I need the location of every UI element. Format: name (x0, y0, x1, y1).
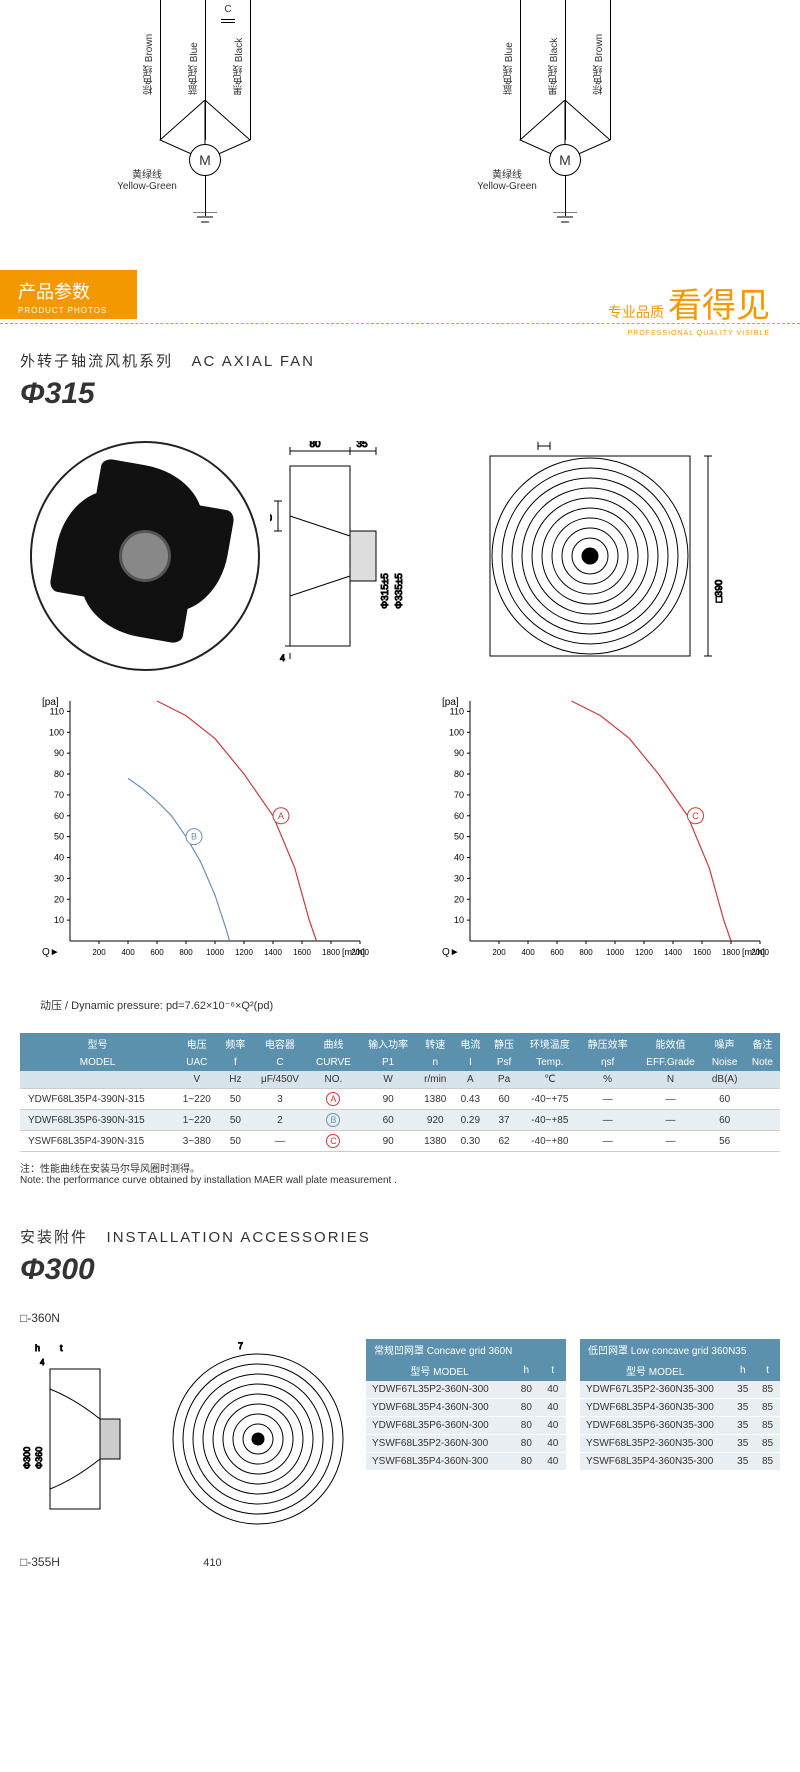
section-header: 产品参数 PRODUCT PHOTOS 专业品质 看得见 PROFESSIONA… (0, 270, 800, 330)
svg-text:4: 4 (40, 1358, 45, 1367)
wiring-diagrams: 棕色线 Brown 蓝色线 Blue 黑色线 Black C M 黄绿线Yell… (0, 0, 800, 250)
svg-text:200: 200 (492, 948, 506, 957)
svg-text:400: 400 (521, 948, 535, 957)
svg-text:110: 110 (450, 706, 464, 716)
svg-text:40: 40 (54, 853, 64, 863)
svg-text:Φ335±5: Φ335±5 (394, 573, 405, 609)
svg-text:30: 30 (54, 873, 64, 883)
svg-text:Φ360: Φ360 (34, 1447, 44, 1469)
svg-text:110: 110 (50, 706, 64, 716)
side-drawing: h t 4 Φ300 Φ360 (20, 1339, 150, 1539)
table-footnote: 注：性能曲线在安装马尔导风圈时测得。 Note: the performance… (0, 1158, 800, 1196)
dimensional-drawing: 80 35 30 4 Φ315±5 Φ335±5 (270, 441, 770, 671)
svg-text:C: C (692, 811, 699, 821)
svg-text:Φ300: Φ300 (22, 1447, 32, 1469)
svg-text:80: 80 (54, 769, 64, 779)
svg-text:1400: 1400 (264, 948, 282, 957)
wiring-right: 蓝色线 Blue 黑色线 Black 棕色线 Brown M 黄绿线Yellow… (450, 0, 710, 230)
svg-text:90: 90 (54, 748, 64, 758)
svg-text:20: 20 (54, 894, 64, 904)
performance-charts: [pa]102030405060708090100110200400600800… (0, 681, 800, 991)
dynamic-pressure-note: 动压 / Dynamic pressure: pd=7.62×10⁻⁶×Q²(p… (0, 991, 800, 1013)
chart-right: [pa]102030405060708090100110200400600800… (430, 691, 770, 981)
svg-text:4: 4 (280, 653, 285, 663)
svg-text:B: B (191, 832, 197, 842)
fan-and-dimensions: 80 35 30 4 Φ315±5 Φ335±5 (0, 421, 800, 681)
svg-text:Q►: Q► (442, 947, 460, 958)
spec-table: 型号电压频率电容器曲线输入功率转速电流静压环境温度静压效率能效值噪声备注 MOD… (20, 1033, 780, 1152)
svg-text:70: 70 (54, 790, 64, 800)
svg-text:10: 10 (454, 915, 464, 925)
svg-text:1600: 1600 (693, 948, 711, 957)
chart-left: [pa]102030405060708090100110200400600800… (30, 691, 370, 981)
section-tab: 产品参数 PRODUCT PHOTOS (0, 270, 137, 319)
svg-text:1000: 1000 (606, 948, 624, 957)
svg-text:100: 100 (449, 727, 464, 737)
svg-text:100: 100 (49, 727, 64, 737)
svg-text:1200: 1200 (635, 948, 653, 957)
front-drawing: 7 (168, 1339, 348, 1539)
svg-text:30: 30 (454, 873, 464, 883)
product-title: 外转子轴流风机系列 AC AXIAL FAN Φ315 (0, 330, 800, 421)
accessories-row: h t 4 Φ300 Φ360 7 常规凹网罩 Concave grid 360… (0, 1329, 800, 1549)
svg-text:t: t (60, 1343, 63, 1353)
svg-text:600: 600 (550, 948, 564, 957)
svg-text:800: 800 (179, 948, 193, 957)
svg-text:800: 800 (579, 948, 593, 957)
svg-text:60: 60 (54, 811, 64, 821)
svg-text:Q►: Q► (42, 947, 60, 958)
svg-text:35: 35 (356, 441, 368, 450)
svg-text:1800: 1800 (322, 948, 340, 957)
accessories-title: 安装附件 INSTALLATION ACCESSORIES Φ300 (0, 1196, 800, 1297)
svg-text:600: 600 (150, 948, 164, 957)
svg-text:90: 90 (454, 748, 464, 758)
grid-360n-label: □-360N (20, 1311, 800, 1325)
svg-text:20: 20 (454, 894, 464, 904)
svg-text:1800: 1800 (722, 948, 740, 957)
svg-text:A: A (278, 811, 284, 821)
grid-tables: 常规凹网罩 Concave grid 360N 型号 MODELhtYDWF67… (366, 1339, 780, 1471)
svg-text:h: h (35, 1343, 40, 1353)
svg-text:1400: 1400 (664, 948, 682, 957)
svg-text:7: 7 (238, 1341, 243, 1351)
svg-text:1200: 1200 (235, 948, 253, 957)
svg-text:80: 80 (454, 769, 464, 779)
svg-text:80: 80 (309, 441, 321, 450)
svg-text:[m³/h]: [m³/h] (742, 947, 765, 957)
svg-text:70: 70 (454, 790, 464, 800)
svg-text:40: 40 (454, 853, 464, 863)
svg-text:50: 50 (454, 832, 464, 842)
fan-photo (30, 441, 260, 671)
svg-text:Φ315±5: Φ315±5 (380, 573, 391, 609)
svg-text:1600: 1600 (293, 948, 311, 957)
svg-text:1000: 1000 (206, 948, 224, 957)
svg-text:200: 200 (92, 948, 106, 957)
grid-355h-label: □-355H 410 (0, 1549, 800, 1575)
svg-text:400: 400 (121, 948, 135, 957)
motor-symbol: M (189, 144, 221, 176)
svg-text:30: 30 (270, 513, 272, 523)
svg-text:50: 50 (54, 832, 64, 842)
wiring-left: 棕色线 Brown 蓝色线 Blue 黑色线 Black C M 黄绿线Yell… (90, 0, 350, 230)
svg-text:60: 60 (454, 811, 464, 821)
svg-text:□390: □390 (714, 579, 725, 602)
svg-text:10: 10 (54, 915, 64, 925)
svg-text:[m³/h]: [m³/h] (342, 947, 365, 957)
